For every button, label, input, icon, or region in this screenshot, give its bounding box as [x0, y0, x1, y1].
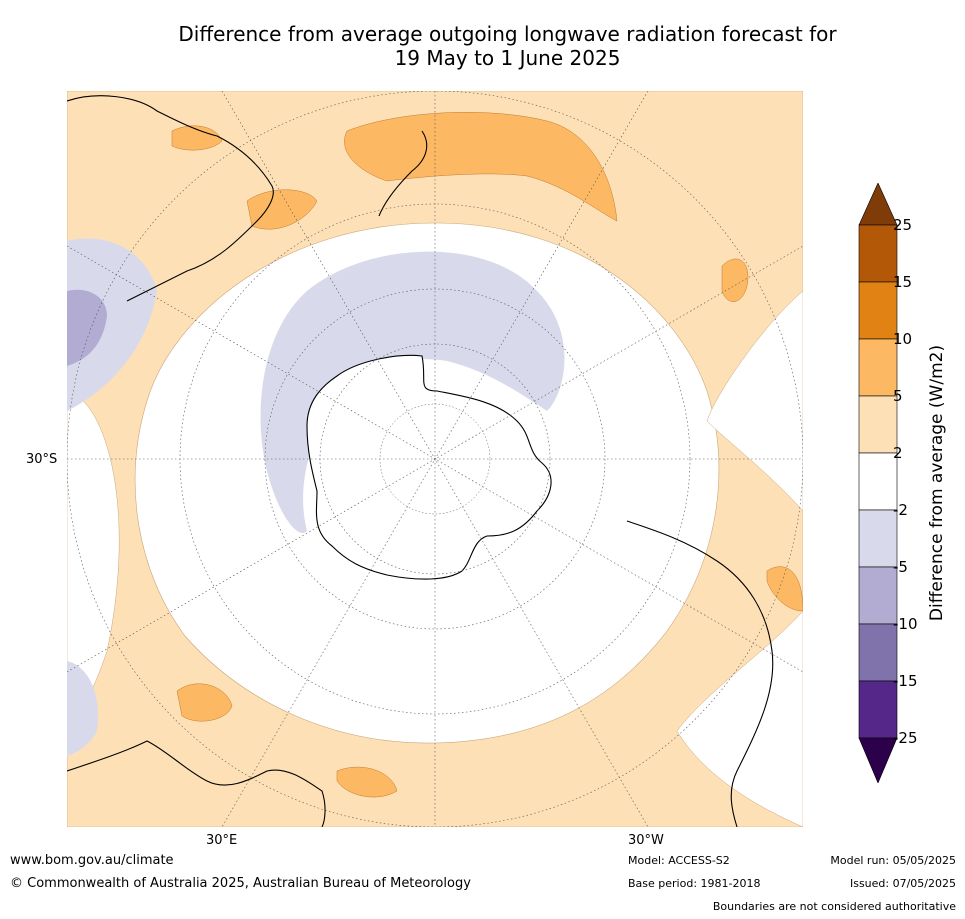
anomaly-patch-north	[171, 125, 223, 151]
colorbar-tick-label: 15	[893, 273, 913, 291]
anomaly-patch-australia	[246, 189, 318, 230]
colorbar-segment	[858, 509, 898, 568]
colorbar-tick-label: 2	[893, 444, 903, 462]
colorbar-tick-label: -10	[893, 615, 918, 633]
colorbar-tick-label: -5	[893, 558, 908, 576]
anomaly-patch-negative-w2	[67, 289, 107, 366]
colorbar-segment	[858, 452, 898, 511]
neutral-area-ne	[706, 290, 803, 512]
colorbar-segment	[858, 623, 898, 682]
colorbar-segment	[858, 680, 898, 739]
anomaly-patch-se	[766, 566, 803, 612]
website-link[interactable]: www.bom.gov.au/climate	[10, 853, 174, 868]
colorbar-tick-label: -25	[893, 729, 918, 747]
graticule	[67, 91, 803, 827]
anomaly-patch-s	[336, 766, 398, 798]
colorbar-tick-label: 25	[893, 216, 913, 234]
new-zealand-outline	[378, 130, 428, 217]
colorbar-segment	[858, 566, 898, 625]
issued-text: Issued: 07/05/2025	[849, 877, 956, 890]
neutral-area-se	[676, 610, 803, 827]
model-run-text: Model run: 05/05/2025	[830, 854, 956, 867]
south-america-outline	[626, 520, 774, 827]
colorbar-extend-bottom	[858, 737, 898, 783]
base-period-text: Base period: 1981-2018	[628, 877, 761, 890]
australia-outline	[67, 95, 274, 302]
colorbar-segment	[858, 395, 898, 454]
anomaly-patch-nz	[344, 112, 618, 222]
anomaly-patch-east	[721, 258, 749, 302]
disclaimer-text: Boundaries are not considered authoritat…	[712, 900, 956, 913]
model-text: Model: ACCESS-S2	[628, 854, 730, 867]
colorbar-segment	[858, 224, 898, 283]
colorbar-segment	[858, 281, 898, 340]
colorbar-tick-label: -2	[893, 501, 908, 519]
colorbar-title: Difference from average (W/m2)	[927, 344, 947, 622]
title-line-1: Difference from average outgoing longwav…	[178, 22, 837, 46]
colorbar-tick-label: 5	[893, 387, 903, 405]
latitude-label-30s: 30°S	[26, 452, 58, 467]
copyright-text: © Commonwealth of Australia 2025, Austra…	[10, 876, 471, 891]
title-line-2: 19 May to 1 June 2025	[394, 46, 621, 70]
south-africa-outline	[67, 740, 326, 827]
colorbar-tick-label: -15	[893, 672, 918, 690]
anomaly-patch-negative-w	[67, 238, 157, 411]
anomaly-patch-negative-sw	[67, 661, 98, 756]
anomaly-patch-sw	[176, 683, 233, 722]
colorbar-tick-label: 10	[893, 330, 913, 348]
map-title: Difference from average outgoing longwav…	[0, 22, 965, 70]
anomaly-ring-negative	[260, 251, 565, 533]
colorbar-segment	[858, 338, 898, 397]
colorbar-extend-top	[858, 183, 898, 226]
polar-map	[67, 91, 803, 827]
longitude-label-30e: 30°E	[206, 833, 238, 848]
colorbar	[858, 183, 898, 783]
longitude-label-30w: 30°W	[628, 833, 664, 848]
